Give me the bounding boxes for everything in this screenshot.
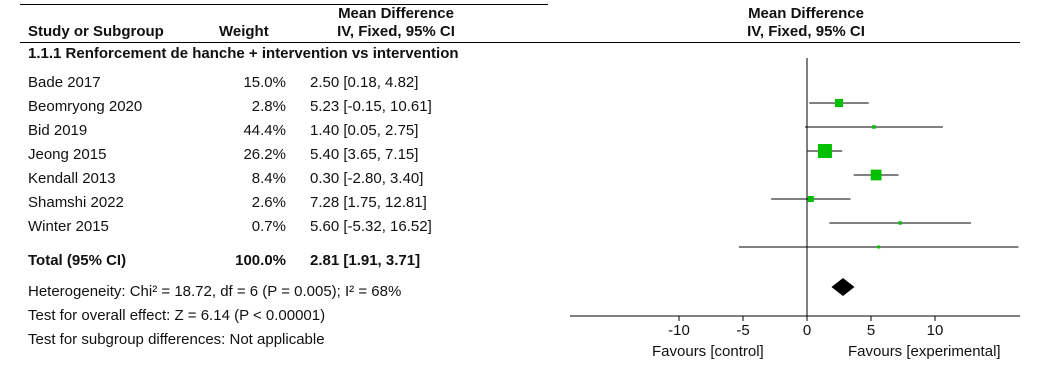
subgroup-differences-text: Test for subgroup differences: Not appli… xyxy=(28,331,325,348)
study-weight: 2.6% xyxy=(251,194,286,211)
header-mean-difference: Mean Difference xyxy=(338,5,454,22)
favours-control-label: Favours [control] xyxy=(652,343,764,360)
study-name: Beomryong 2020 xyxy=(28,98,143,115)
study-marker xyxy=(817,144,832,158)
study-weight: 44.4% xyxy=(243,122,286,139)
study-name: Shamshi 2022 xyxy=(28,194,124,211)
plot-header-title: Mean Difference xyxy=(748,5,864,22)
table-top-rule xyxy=(20,4,548,5)
study-ci: 0.30 [-2.80, 3.40] xyxy=(310,170,424,187)
study-marker xyxy=(872,125,876,129)
study-ci: 5.23 [-0.15, 10.61] xyxy=(310,98,432,115)
study-weight: 2.8% xyxy=(251,98,286,115)
table-header-rule xyxy=(20,42,1020,43)
x-axis-tick-label: -10 xyxy=(668,322,690,339)
study-marker xyxy=(834,98,844,108)
study-ci: 5.60 [-5.32, 16.52] xyxy=(310,218,432,235)
study-ci: 1.40 [0.05, 2.75] xyxy=(310,122,419,139)
total-label: Total (95% CI) xyxy=(28,252,127,269)
study-weight: 0.7% xyxy=(251,218,286,235)
x-axis-tick-label: 0 xyxy=(803,322,811,339)
study-weight: 15.0% xyxy=(243,74,286,91)
study-marker xyxy=(807,195,814,203)
overall-effect-text: Test for overall effect: Z = 6.14 (P < 0… xyxy=(28,307,326,324)
total-weight: 100.0% xyxy=(235,252,286,269)
study-ci: 7.28 [1.75, 12.81] xyxy=(310,194,427,211)
study-name: Jeong 2015 xyxy=(28,146,107,163)
study-ci: 5.40 [3.65, 7.15] xyxy=(310,146,419,163)
plot-header-method: IV, Fixed, 95% CI xyxy=(747,23,865,40)
study-marker xyxy=(870,169,882,181)
header-weight: Weight xyxy=(219,23,269,40)
study-name: Kendall 2013 xyxy=(28,170,116,187)
study-weight: 26.2% xyxy=(243,146,286,163)
x-axis-tick-label: 10 xyxy=(927,322,944,339)
study-name: Winter 2015 xyxy=(28,218,109,235)
x-axis-tick-label: -5 xyxy=(736,322,749,339)
total-ci: 2.81 [1.91, 3.71] xyxy=(310,252,421,269)
study-marker xyxy=(877,245,881,249)
subgroup-title: 1.1.1 Renforcement de hanche + intervent… xyxy=(28,45,459,62)
study-marker xyxy=(898,221,902,225)
header-study-or-subgroup: Study or Subgroup xyxy=(28,23,164,40)
total-diamond xyxy=(831,278,855,296)
study-name: Bid 2019 xyxy=(28,122,88,139)
study-weight: 8.4% xyxy=(251,170,286,187)
x-axis-tick-label: 5 xyxy=(867,322,875,339)
heterogeneity-text: Heterogeneity: Chi² = 18.72, df = 6 (P =… xyxy=(28,283,402,300)
favours-experimental-label: Favours [experimental] xyxy=(848,343,1001,360)
header-method: IV, Fixed, 95% CI xyxy=(337,23,455,40)
study-ci: 2.50 [0.18, 4.82] xyxy=(310,74,419,91)
study-name: Bade 2017 xyxy=(28,74,101,91)
